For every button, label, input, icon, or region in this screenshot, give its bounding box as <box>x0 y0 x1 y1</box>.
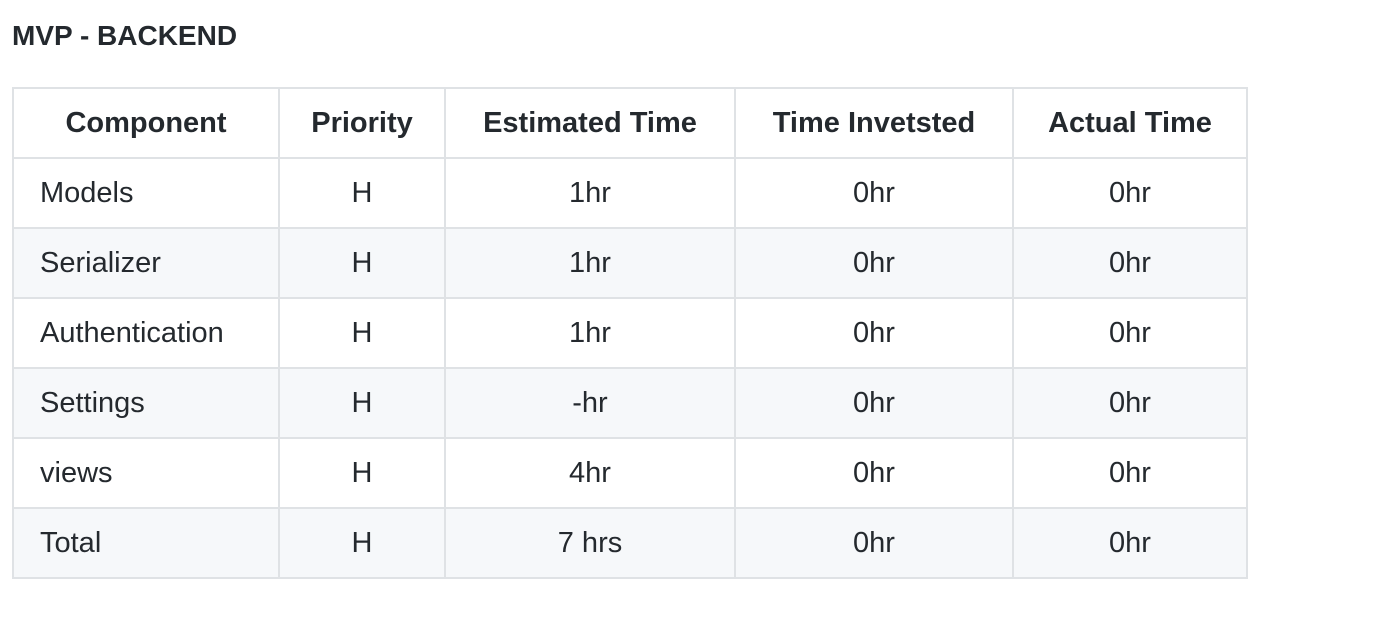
cell-priority: H <box>278 437 446 509</box>
cell-priority: H <box>278 157 446 229</box>
cell-time-invested: 0hr <box>734 157 1014 229</box>
cell-priority: H <box>278 227 446 299</box>
cell-estimated-time: -hr <box>444 367 736 439</box>
cell-time-invested: 0hr <box>734 437 1014 509</box>
cell-actual-time: 0hr <box>1012 297 1248 369</box>
cell-estimated-time: 1hr <box>444 227 736 299</box>
cell-component: Authentication <box>12 297 280 369</box>
table-row: Settings H -hr 0hr 0hr <box>12 367 1248 439</box>
cell-estimated-time: 4hr <box>444 437 736 509</box>
table-header: Component Priority Estimated Time Time I… <box>12 87 1248 159</box>
header-component: Component <box>12 87 280 159</box>
section-heading: MVP - BACKEND <box>12 20 238 51</box>
header-priority: Priority <box>278 87 446 159</box>
table-row: Models H 1hr 0hr 0hr <box>12 157 1248 229</box>
cell-component: Total <box>12 507 280 579</box>
cell-actual-time: 0hr <box>1012 157 1248 229</box>
table-row: Serializer H 1hr 0hr 0hr <box>12 227 1248 299</box>
table-row: views H 4hr 0hr 0hr <box>12 437 1248 509</box>
header-estimated-time: Estimated Time <box>444 87 736 159</box>
cell-component: Models <box>12 157 280 229</box>
table-row: Authentication H 1hr 0hr 0hr <box>12 297 1248 369</box>
cell-actual-time: 0hr <box>1012 437 1248 509</box>
table-header-row: Component Priority Estimated Time Time I… <box>12 87 1248 159</box>
cell-actual-time: 0hr <box>1012 367 1248 439</box>
cell-priority: H <box>278 507 446 579</box>
cell-priority: H <box>278 367 446 439</box>
header-actual-time: Actual Time <box>1012 87 1248 159</box>
cell-time-invested: 0hr <box>734 507 1014 579</box>
cell-component: views <box>12 437 280 509</box>
table-row-total: Total H 7 hrs 0hr 0hr <box>12 507 1248 579</box>
cell-priority: H <box>278 297 446 369</box>
cell-time-invested: 0hr <box>734 367 1014 439</box>
cell-estimated-time: 7 hrs <box>444 507 736 579</box>
cell-estimated-time: 1hr <box>444 297 736 369</box>
cell-time-invested: 0hr <box>734 227 1014 299</box>
header-time-invested: Time Invetsted <box>734 87 1014 159</box>
cell-component: Settings <box>12 367 280 439</box>
table-body: Models H 1hr 0hr 0hr Serializer H 1hr 0h… <box>12 157 1248 579</box>
cell-component: Serializer <box>12 227 280 299</box>
cell-time-invested: 0hr <box>734 297 1014 369</box>
cell-actual-time: 0hr <box>1012 227 1248 299</box>
time-estimate-table: Component Priority Estimated Time Time I… <box>12 87 1248 579</box>
cell-estimated-time: 1hr <box>444 157 736 229</box>
cell-actual-time: 0hr <box>1012 507 1248 579</box>
